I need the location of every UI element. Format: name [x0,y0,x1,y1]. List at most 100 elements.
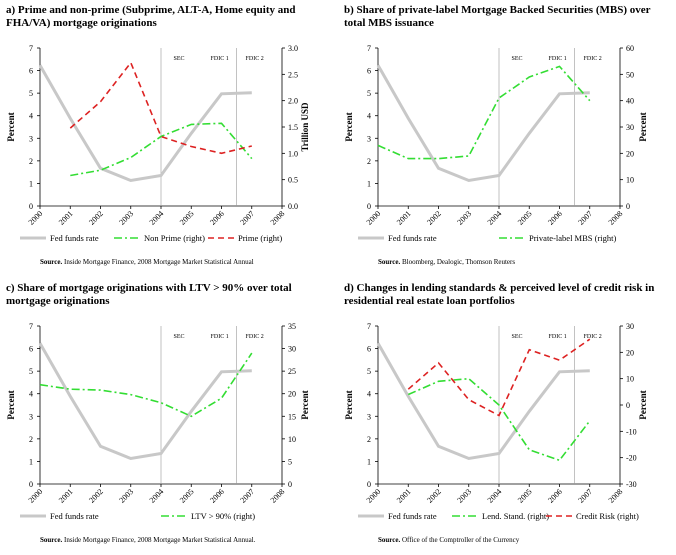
y-tick-label-left: 1 [367,457,371,466]
x-tick-label: 2002 [425,487,443,505]
x-tick-label: 2005 [516,209,534,227]
x-tick-label: 2006 [208,487,226,505]
period-annotation: FDIC 1 [211,56,229,62]
period-annotation: SEC [173,334,184,340]
period-annotation: FDIC 2 [584,334,602,340]
x-tick-label: 2000 [365,209,383,227]
x-tick-label: 2000 [27,209,45,227]
x-tick-label: 2004 [486,209,504,227]
x-tick-label: 2006 [208,209,226,227]
y-tick-label-left: 6 [367,345,371,354]
period-annotation: FDIC 2 [584,56,602,62]
y-tick-label-left: 6 [29,67,33,76]
y-axis-label-right: Percent [638,112,648,141]
y-axis-label-right: Percent [638,390,648,419]
x-tick-label: 2002 [425,209,443,227]
chart-panel-b: b) Share of private-label Mortgage Backe… [338,0,676,277]
chart-svg: 0 1 2 3 4 5 6 7 0 10 20 30 40 50 60 2000 2001 2002 2003 200… [344,44,648,243]
legend-label: Fed funds rate [50,233,99,243]
source-text: Bloomberg, Dealogic, Thomson Reuters [401,258,516,266]
x-tick-label: 2003 [117,487,135,505]
series-line-1 [70,122,253,177]
y-tick-label-left: 0 [367,202,371,211]
x-tick-label: 2003 [117,209,135,227]
x-tick-label: 2003 [455,487,473,505]
y-tick-label-right: 0 [288,480,292,489]
y-tick-label-right: -20 [626,454,637,463]
source-text: Office of the Comptroller of the Currenc… [401,536,520,544]
y-tick-label-right: 2.5 [288,70,298,79]
y-tick-label-left: 3 [29,412,33,421]
chart-source: Source. Office of the Comptroller of the… [378,536,519,544]
series-line-2 [407,338,591,417]
chart-panel-d: d) Changes in lending standards & percei… [338,278,676,555]
y-tick-label-right: 30 [626,322,634,331]
period-annotation: SEC [173,56,184,62]
y-tick-label-left: 4 [367,390,371,399]
y-axis-label-left: Percent [344,112,354,141]
y-tick-label-left: 4 [29,112,33,121]
x-tick-label: 2008 [269,487,287,505]
x-tick-label: 2006 [546,487,564,505]
y-tick-label-left: 3 [29,134,33,143]
y-tick-label-left: 0 [367,480,371,489]
y-axis-label-left: Percent [6,112,16,141]
chart-source: Source. Inside Mortgage Finance, 2008 Mo… [40,258,254,266]
x-tick-label: 2007 [576,487,594,505]
x-tick-label: 2002 [87,487,105,505]
y-tick-label-left: 1 [367,179,371,188]
legend-label: Fed funds rate [388,233,437,243]
y-tick-label-left: 5 [29,367,33,376]
x-tick-label: 2002 [87,209,105,227]
y-tick-label-left: 3 [367,134,371,143]
legend-label: Lend. Stand. (right) [482,511,549,521]
y-tick-label-right: 0 [626,202,630,211]
y-tick-label-left: 6 [367,67,371,76]
series-line-0 [376,342,590,461]
y-tick-label-left: 3 [367,412,371,421]
y-tick-label-left: 7 [367,44,371,53]
x-tick-label: 2003 [455,209,473,227]
x-tick-label: 2005 [516,487,534,505]
period-annotation: FDIC 1 [549,334,567,340]
x-tick-label: 2001 [395,209,413,227]
y-tick-label-right: 0 [626,401,630,410]
x-tick-label: 2008 [607,487,625,505]
chart-svg: 0 1 2 3 4 5 6 7 -30 -20 -10 0 10 20 30 2000 2001 2002 2003… [344,322,648,521]
chart-panel-a: a) Prime and non-prime (Subprime, ALT-A,… [0,0,338,277]
x-tick-label: 2004 [486,487,504,505]
legend-label: Fed funds rate [50,511,99,521]
y-axis-label-left: Percent [6,390,16,419]
y-tick-label-right: 40 [626,97,634,106]
y-tick-label-right: 15 [288,412,296,421]
series-line-0 [38,64,252,183]
x-tick-label: 2000 [365,487,383,505]
chart-source: Source. Inside Mortgage Finance, 2008 Mo… [40,536,255,544]
x-tick-label: 2001 [57,209,75,227]
y-tick-label-right: -10 [626,427,637,436]
y-tick-label-right: 35 [288,322,296,331]
y-tick-label-left: 2 [29,157,33,166]
x-tick-label: 2001 [395,487,413,505]
x-tick-label: 2005 [178,487,196,505]
x-tick-label: 2008 [607,209,625,227]
y-tick-label-right: 50 [626,70,634,79]
chart-source: Source. Bloomberg, Dealogic, Thomson Reu… [378,258,515,266]
source-label: Source. [378,536,401,544]
legend-label: Private-label MBS (right) [529,233,617,243]
y-tick-label-left: 7 [29,322,33,331]
y-tick-label-right: 0.0 [288,202,298,211]
y-tick-label-left: 1 [29,457,33,466]
chart-title: c) Share of mortgage originations with L… [6,282,292,307]
y-tick-label-left: 5 [29,89,33,98]
source-text: Inside Mortgage Finance, 2008 Mortgage M… [63,258,254,266]
x-tick-label: 2006 [546,209,564,227]
period-annotation: FDIC 1 [549,56,567,62]
y-tick-label-right: 25 [288,367,296,376]
period-annotation: FDIC 2 [246,56,264,62]
y-tick-label-left: 7 [367,322,371,331]
y-tick-label-right: 10 [626,375,634,384]
y-tick-label-right: 30 [626,123,634,132]
y-tick-label-right: 5 [288,457,292,466]
y-tick-label-left: 2 [29,435,33,444]
